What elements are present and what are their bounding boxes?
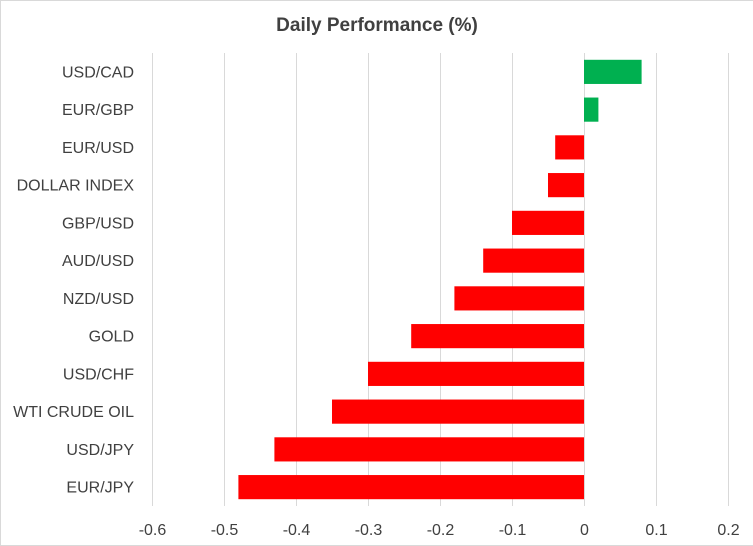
category-label: USD/CHF bbox=[63, 366, 134, 383]
x-tick-label: 0.1 bbox=[645, 522, 667, 539]
bar-usd-cad bbox=[584, 59, 642, 84]
bar-usd-jpy bbox=[274, 437, 584, 462]
bar-gold bbox=[411, 324, 584, 349]
category-labels: USD/CAD EUR/GBP EUR/USD DOLLAR INDEX GBP/USD… bbox=[13, 64, 134, 496]
category-label: NZD/USD bbox=[63, 291, 134, 308]
bar-dollar-index bbox=[548, 173, 584, 198]
bar-eur-jpy bbox=[238, 475, 584, 500]
x-tick-label: -0.4 bbox=[283, 522, 311, 539]
bar-eur-usd bbox=[555, 135, 584, 160]
x-tick-label: 0.2 bbox=[717, 522, 739, 539]
x-tick-labels: -0.6 -0.5 -0.4 -0.3 -0.2 -0.1 0 0.1 0.2 bbox=[139, 522, 740, 539]
chart-title: Daily Performance (%) bbox=[276, 15, 478, 36]
bar-eur-gbp bbox=[584, 97, 599, 122]
bar-nzd-usd bbox=[454, 286, 584, 311]
category-label: USD/CAD bbox=[62, 64, 134, 81]
x-tick-label: -0.2 bbox=[427, 522, 455, 539]
bar-aud-usd bbox=[483, 248, 584, 273]
bar-wti-crude-oil bbox=[332, 399, 584, 424]
x-tick-label: 0 bbox=[580, 522, 589, 539]
bar-gbp-usd bbox=[512, 210, 584, 235]
x-tick-label: -0.6 bbox=[139, 522, 167, 539]
category-label: WTI CRUDE OIL bbox=[13, 404, 134, 421]
category-label: USD/JPY bbox=[66, 442, 134, 459]
x-tick-label: -0.3 bbox=[355, 522, 383, 539]
category-label: GOLD bbox=[89, 329, 134, 346]
category-label: AUD/USD bbox=[62, 253, 134, 270]
x-tick-label: -0.5 bbox=[211, 522, 239, 539]
bars bbox=[238, 59, 642, 500]
category-label: EUR/GBP bbox=[62, 102, 134, 119]
x-tick-label: -0.1 bbox=[499, 522, 527, 539]
bar-usd-chf bbox=[368, 361, 584, 386]
category-label: GBP/USD bbox=[62, 215, 134, 232]
gridlines bbox=[152, 53, 729, 506]
category-label: DOLLAR INDEX bbox=[17, 178, 135, 195]
category-label: EUR/USD bbox=[62, 140, 134, 157]
category-label: EUR/JPY bbox=[66, 480, 134, 497]
